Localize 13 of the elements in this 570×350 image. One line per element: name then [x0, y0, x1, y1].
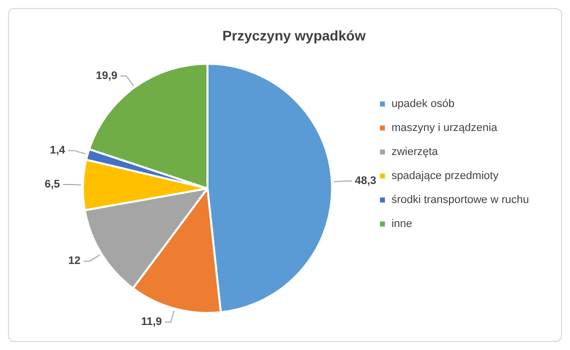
legend-label: inne	[391, 218, 412, 230]
data-label: 6,5	[44, 178, 60, 191]
data-label: 11,9	[141, 316, 162, 328]
chart-title: Przyczyny wypadków	[222, 27, 366, 44]
legend-label: spadające przedmioty	[391, 170, 499, 182]
data-label: 12	[68, 255, 81, 268]
legend-label: maszyny i urządzenia	[391, 122, 498, 134]
legend-label: upadek osób	[391, 98, 454, 110]
data-label: 19,9	[96, 70, 118, 82]
legend-label: środki transportowe w ruchu	[391, 194, 530, 206]
data-label: 48,3	[354, 175, 376, 188]
data-label: 1,4	[50, 144, 66, 157]
legend-label: zwierzęta	[391, 146, 439, 158]
